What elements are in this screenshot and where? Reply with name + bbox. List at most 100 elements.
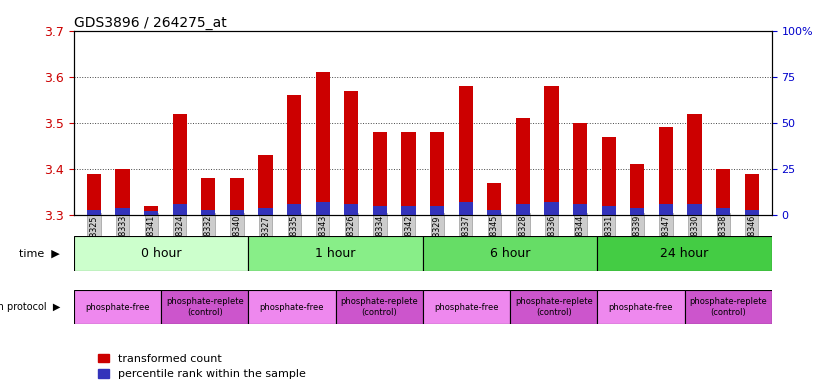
Bar [716,208,730,215]
Bar [87,210,101,215]
Text: GSM618346: GSM618346 [747,215,756,263]
Text: GSM618341: GSM618341 [147,215,156,263]
Text: GSM618335: GSM618335 [290,215,299,263]
Bar [161,290,249,324]
Bar [631,208,644,215]
Bar [248,290,336,324]
Bar [487,183,502,215]
Bar [510,290,598,324]
Bar [687,114,702,215]
Legend: transformed count, percentile rank within the sample: transformed count, percentile rank withi… [94,349,310,384]
Text: GSM618337: GSM618337 [461,215,470,263]
Bar [487,210,502,215]
Text: GSM618332: GSM618332 [204,215,213,263]
Text: growth protocol  ▶: growth protocol ▶ [0,302,60,312]
Text: GSM618330: GSM618330 [690,215,699,263]
Bar [201,178,215,215]
Bar [315,72,330,215]
Bar [259,155,273,215]
Bar [745,210,759,215]
Text: 24 hour: 24 hour [660,247,709,260]
Text: GSM618328: GSM618328 [518,215,527,263]
Text: phosphate-free: phosphate-free [259,303,324,312]
Bar [172,114,187,215]
Text: time  ▶: time ▶ [19,248,60,258]
Bar [287,204,301,215]
Bar [373,206,387,215]
Bar [598,236,772,271]
Bar [658,127,673,215]
Text: GSM618338: GSM618338 [718,215,727,263]
Bar [201,210,215,215]
Bar [287,95,301,215]
Text: GSM618325: GSM618325 [89,215,99,263]
Bar [598,290,685,324]
Text: GSM618326: GSM618326 [346,215,355,263]
Text: GSM618344: GSM618344 [576,215,585,263]
Bar [716,169,730,215]
Bar [116,169,130,215]
Bar [144,206,158,215]
Text: GDS3896 / 264275_at: GDS3896 / 264275_at [74,16,227,30]
Bar [544,202,558,215]
Bar [658,204,673,215]
Bar [430,132,444,215]
Text: 6 hour: 6 hour [490,247,530,260]
Text: GSM618345: GSM618345 [490,215,499,263]
Bar [459,86,473,215]
Text: phosphate-free: phosphate-free [434,303,498,312]
Text: GSM618343: GSM618343 [319,215,328,263]
Bar [516,204,530,215]
Bar [687,204,702,215]
Bar [230,210,244,215]
Text: GSM618329: GSM618329 [433,215,442,263]
Bar [430,206,444,215]
Text: 0 hour: 0 hour [141,247,181,260]
Bar [248,236,423,271]
Bar [74,290,161,324]
Bar [401,132,415,215]
Text: GSM618324: GSM618324 [175,215,184,263]
Bar [74,236,248,271]
Text: GSM618339: GSM618339 [633,215,642,263]
Bar [315,202,330,215]
Bar [573,204,587,215]
Bar [745,174,759,215]
Bar [685,290,772,324]
Bar [544,86,558,215]
Bar [259,208,273,215]
Bar [602,206,616,215]
Bar [516,118,530,215]
Bar [344,91,359,215]
Text: phosphate-replete
(control): phosphate-replete (control) [690,298,767,317]
Text: 1 hour: 1 hour [315,247,355,260]
Bar [459,202,473,215]
Text: GSM618327: GSM618327 [261,215,270,263]
Bar [423,236,598,271]
Text: phosphate-replete
(control): phosphate-replete (control) [341,298,418,317]
Bar [401,206,415,215]
Text: phosphate-replete
(control): phosphate-replete (control) [166,298,244,317]
Text: phosphate-free: phosphate-free [608,303,673,312]
Bar [573,123,587,215]
Text: phosphate-free: phosphate-free [85,303,149,312]
Text: GSM618331: GSM618331 [604,215,613,263]
Text: GSM618336: GSM618336 [547,215,556,263]
Text: GSM618334: GSM618334 [375,215,384,263]
Bar [373,132,387,215]
Text: GSM618340: GSM618340 [232,215,241,263]
Bar [631,164,644,215]
Text: phosphate-replete
(control): phosphate-replete (control) [515,298,593,317]
Text: GSM618347: GSM618347 [662,215,671,263]
Bar [87,174,101,215]
Bar [144,211,158,215]
Text: GSM618333: GSM618333 [118,215,127,263]
Bar [344,204,359,215]
Bar [230,178,244,215]
Text: GSM618342: GSM618342 [404,215,413,263]
Bar [336,290,423,324]
Bar [602,137,616,215]
Bar [172,204,187,215]
Bar [116,208,130,215]
Bar [423,290,510,324]
